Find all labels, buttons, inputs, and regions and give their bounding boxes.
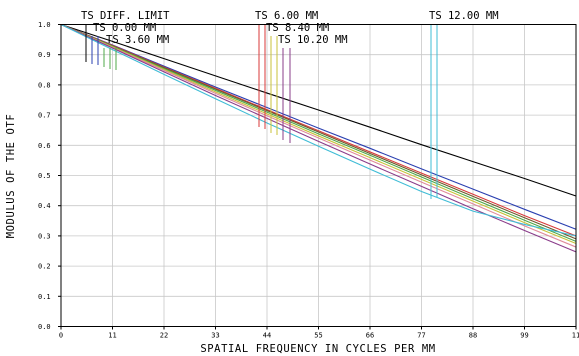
x-tick-label: 66 <box>366 332 374 340</box>
mtf-curve <box>60 23 577 237</box>
y-tick-label: 0.6 <box>38 142 51 150</box>
y-tick-label: 0.9 <box>38 51 51 59</box>
mtf-curve <box>60 23 577 242</box>
mtf-curve <box>60 23 577 244</box>
y-tick-label: 0.3 <box>38 232 51 240</box>
legend-label: TS 6.00 MM <box>255 10 318 22</box>
tick-layer: 0 11 22 33 44 55 66 77 88 99 11 0.0 0.1 0.2 0.3 0.4 0.5 0… <box>38 21 579 340</box>
curve-layer <box>60 23 577 253</box>
y-tick-label: 0.1 <box>38 293 51 301</box>
x-tick-label: 0 <box>59 332 63 340</box>
legend-label: TS DIFF. LIMIT <box>81 10 170 22</box>
mtf-curve <box>60 23 577 230</box>
x-tick-label: 77 <box>417 332 425 340</box>
y-tick-label: 0.0 <box>38 323 51 331</box>
y-tick-label: 0.2 <box>38 263 51 271</box>
x-tick-label: 44 <box>263 332 271 340</box>
y-tick-label: 0.8 <box>38 81 51 89</box>
x-tick-label: 88 <box>469 332 477 340</box>
y-tick-label: 0.5 <box>38 172 51 180</box>
x-tick-label: 11 <box>108 332 116 340</box>
x-tick-label: 11 <box>572 332 579 340</box>
mtf-curve <box>60 23 577 240</box>
x-tick-label: 55 <box>314 332 322 340</box>
legend-label: TS 12.00 MM <box>429 10 499 22</box>
x-tick-label: 22 <box>160 332 168 340</box>
legend-label: TS 0.00 MM <box>93 22 156 34</box>
grid-layer <box>61 24 576 327</box>
y-tick-label: 1.0 <box>38 21 51 29</box>
legend-label: TS 10.20 MM <box>278 34 348 46</box>
y-axis-label: MODULUS OF THE OTF <box>5 114 17 239</box>
y-tick-label: 0.7 <box>38 112 51 120</box>
legend-label: TS 3.60 MM <box>106 34 169 46</box>
mtf-curve <box>60 23 577 248</box>
y-tick-label: 0.4 <box>38 202 51 210</box>
x-tick-label: 33 <box>211 332 219 340</box>
mtf-curve <box>60 23 577 197</box>
x-tick-label: 99 <box>520 332 528 340</box>
plot-frame <box>60 24 577 327</box>
x-axis-label: SPATIAL FREQUENCY IN CYCLES PER MM <box>200 343 435 355</box>
mtf-curve <box>60 24 577 237</box>
legend-label: TS 8.40 MM <box>266 22 329 34</box>
